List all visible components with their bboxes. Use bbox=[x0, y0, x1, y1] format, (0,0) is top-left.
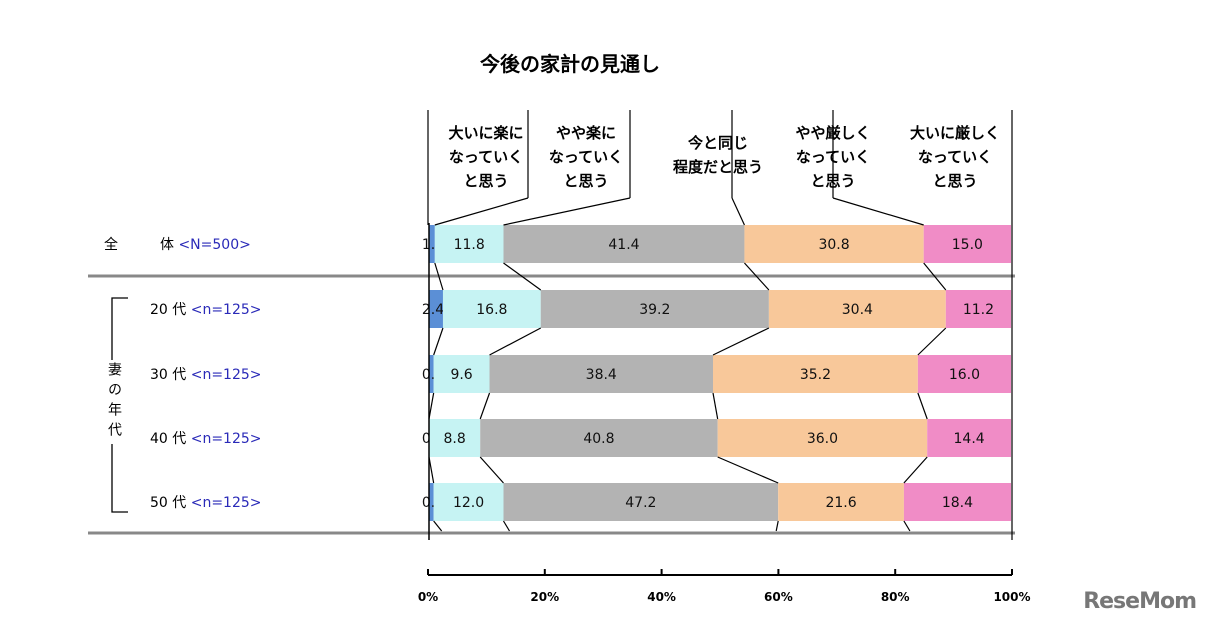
connector-line bbox=[917, 327, 947, 356]
data-label: 16.0 bbox=[949, 367, 980, 383]
legend-header: 大いに厳しく bbox=[910, 124, 1000, 142]
legend-header: なっていく bbox=[449, 148, 523, 166]
bar-segment bbox=[945, 290, 1011, 328]
bar-segment bbox=[489, 355, 714, 393]
data-label: 11.8 bbox=[454, 237, 485, 253]
legend-header: やや楽に bbox=[556, 124, 616, 142]
bar-segment bbox=[429, 355, 434, 393]
data-label: 38.4 bbox=[586, 367, 617, 383]
data-label: 35.2 bbox=[800, 367, 831, 383]
data-label: 36.0 bbox=[807, 431, 838, 447]
bar-segment bbox=[717, 419, 928, 457]
connector-line bbox=[743, 262, 770, 291]
data-label: 47.2 bbox=[625, 495, 656, 511]
data-label: 30.4 bbox=[842, 302, 873, 318]
header-leader-line bbox=[503, 197, 631, 226]
legend-header: なっていく bbox=[549, 148, 623, 166]
connector-line bbox=[717, 456, 779, 484]
data-label: 39.2 bbox=[639, 302, 670, 318]
connector-line bbox=[775, 520, 779, 532]
data-label: 18.4 bbox=[942, 495, 973, 511]
category-label: 40 代 <n=125> bbox=[150, 431, 262, 447]
group-label: 妻の年代 bbox=[103, 360, 125, 444]
bar-segment bbox=[429, 290, 443, 328]
data-label: 14.4 bbox=[954, 431, 985, 447]
connector-line bbox=[903, 520, 911, 532]
bar-segment bbox=[503, 225, 745, 263]
bar-segment bbox=[442, 290, 541, 328]
bar-segment bbox=[429, 225, 435, 263]
bar-segment bbox=[434, 225, 504, 263]
bar-segment bbox=[540, 290, 769, 328]
legend-header: 今と同じ bbox=[687, 134, 748, 152]
bar-segment bbox=[433, 483, 504, 521]
data-label: 9.6 bbox=[450, 367, 472, 383]
connector-line bbox=[428, 392, 435, 420]
bar-segment bbox=[923, 225, 1011, 263]
bar-segment bbox=[778, 483, 904, 521]
legend-header: なっていく bbox=[796, 148, 870, 166]
connector-line bbox=[917, 392, 928, 420]
bar-segment bbox=[927, 419, 1011, 457]
category-label: 30 代 <n=125> bbox=[150, 367, 262, 383]
legend-header: 大いに楽に bbox=[448, 124, 523, 142]
connector-line bbox=[502, 520, 511, 532]
connector-line bbox=[712, 327, 770, 356]
bar-segment bbox=[480, 419, 718, 457]
data-label: 41.4 bbox=[608, 237, 639, 253]
data-label: 12.0 bbox=[453, 495, 484, 511]
data-label: 16.8 bbox=[476, 302, 507, 318]
connector-line bbox=[428, 456, 435, 484]
bar-segment bbox=[429, 419, 481, 457]
bar-segment bbox=[503, 483, 779, 521]
connector-line bbox=[433, 520, 443, 532]
data-label: 2.4 bbox=[422, 302, 444, 318]
category-label: 全 体 <N=500> bbox=[104, 236, 251, 253]
category-label: 20 代 <n=125> bbox=[150, 302, 262, 318]
connector-line bbox=[434, 262, 444, 291]
x-tick-label: 20% bbox=[530, 590, 559, 604]
bar-segment bbox=[429, 483, 434, 521]
legend-header: と思う bbox=[932, 172, 977, 190]
bar-segment bbox=[917, 355, 1011, 393]
chart-title: 今後の家計の見通し bbox=[480, 52, 660, 76]
header-leader-line bbox=[832, 197, 924, 226]
data-label: 30.8 bbox=[818, 237, 849, 253]
x-tick-label: 100% bbox=[993, 590, 1030, 604]
bar-segment bbox=[768, 290, 946, 328]
x-tick-label: 40% bbox=[647, 590, 676, 604]
bar-segment bbox=[744, 225, 924, 263]
connector-line bbox=[433, 327, 444, 356]
connector-line bbox=[923, 262, 947, 291]
bar-segment bbox=[433, 355, 490, 393]
legend-header: と思う bbox=[810, 172, 855, 190]
header-leader-line bbox=[434, 197, 529, 226]
legend-header: やや厳しく bbox=[795, 124, 870, 142]
data-label: 8.8 bbox=[443, 431, 465, 447]
data-label: 21.6 bbox=[825, 495, 856, 511]
x-tick-label: 80% bbox=[881, 590, 910, 604]
legend-header: 程度だと思う bbox=[673, 158, 763, 176]
resemom-logo: ReseMom bbox=[1083, 589, 1197, 614]
legend-header: と思う bbox=[563, 172, 608, 190]
connector-line bbox=[479, 456, 504, 484]
legend-header: なっていく bbox=[918, 148, 992, 166]
bar-segment bbox=[903, 483, 1011, 521]
legend-header: と思う bbox=[463, 172, 508, 190]
connector-line bbox=[903, 456, 928, 484]
connector-line bbox=[503, 262, 542, 291]
x-tick-label: 0% bbox=[418, 590, 438, 604]
connector-line bbox=[479, 392, 491, 420]
category-label: 50 代 <n=125> bbox=[150, 495, 262, 511]
x-tick-label: 60% bbox=[764, 590, 793, 604]
connector-line bbox=[489, 327, 542, 356]
header-leader-line bbox=[731, 197, 745, 226]
data-label: 11.2 bbox=[963, 302, 994, 318]
data-label: 15.0 bbox=[952, 237, 983, 253]
connector-line bbox=[712, 392, 719, 420]
data-label: 40.8 bbox=[583, 431, 614, 447]
bar-segment bbox=[713, 355, 918, 393]
